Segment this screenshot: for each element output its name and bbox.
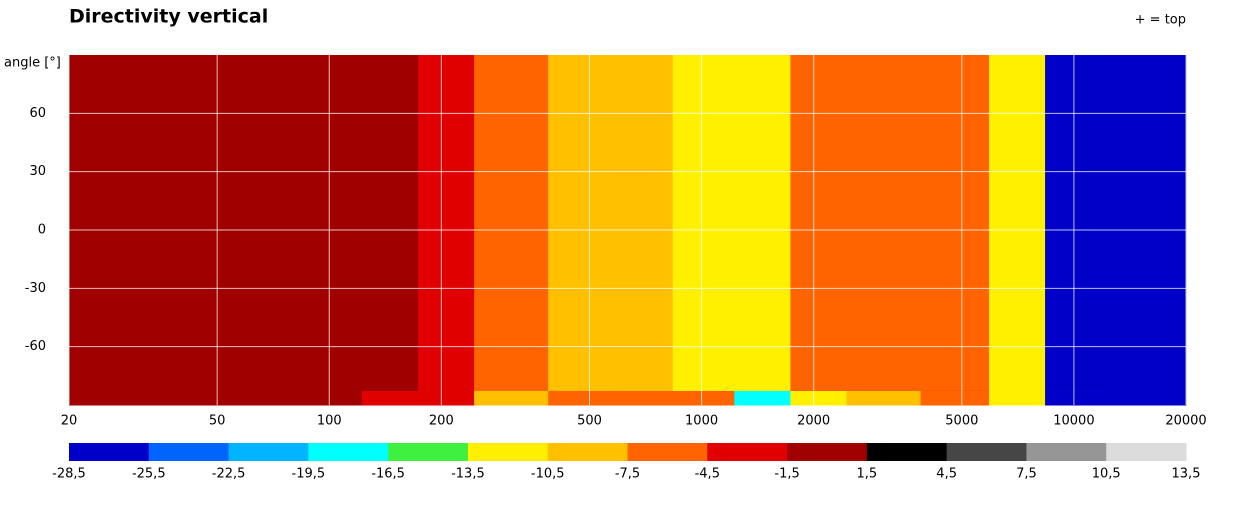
heat-cell [255, 55, 312, 391]
y-tick-label: 0 [38, 223, 46, 238]
x-tick-label: 2000 [797, 414, 830, 429]
heat-cell [734, 55, 791, 391]
heat-cell [362, 55, 419, 391]
colorbar-swatch [547, 443, 628, 461]
colorbar-swatch [627, 443, 708, 461]
colorbar-label: 7,5 [1016, 467, 1037, 482]
annotation: + = top [1135, 13, 1186, 28]
heat-cell [1162, 55, 1187, 391]
y-tick-label: -60 [25, 339, 46, 354]
x-tick-label: 100 [317, 414, 342, 429]
heat-cell [1045, 55, 1108, 391]
colorbar-label: 1,5 [857, 467, 878, 482]
x-tick-label: 50 [209, 414, 226, 429]
colorbar-label: -7,5 [615, 467, 640, 482]
colorbar-label: 13,5 [1172, 467, 1201, 482]
heat-cell [846, 55, 922, 391]
colorbar-label: -13,5 [451, 467, 485, 482]
x-tick-label: 200 [429, 414, 454, 429]
heat-cell [474, 55, 549, 391]
x-tick-label: 10000 [1053, 414, 1094, 429]
heat-cell [920, 55, 990, 391]
colorbar-swatch [308, 443, 389, 461]
colorbar-swatch [388, 443, 469, 461]
colorbar-swatch [148, 443, 230, 461]
heat-cell [101, 55, 177, 391]
heat-cell [672, 55, 735, 391]
colorbar-swatch [1026, 443, 1107, 461]
colorbar-swatch [1106, 443, 1187, 461]
colorbar-label: -10,5 [531, 467, 565, 482]
colorbar-swatch [946, 443, 1027, 461]
colorbar-swatch [866, 443, 948, 461]
heat-cell [616, 55, 674, 391]
colorbar-label: -1,5 [774, 467, 799, 482]
y-axis-label: angle [°] [4, 56, 61, 71]
colorbar-label: -28,5 [52, 467, 86, 482]
heat-cell [1106, 55, 1164, 391]
x-tick-label: 5000 [945, 414, 978, 429]
y-tick-label: 60 [29, 106, 46, 121]
chart-title: Directivity vertical [69, 6, 268, 28]
x-tick-label: 1000 [685, 414, 718, 429]
colorbar-swatch [707, 443, 788, 461]
axes: 60 30 0 -30 -60 20 50 100 200 500 1000 2000 5000 1000… [25, 55, 1207, 482]
heat-cell [548, 55, 618, 391]
colorbar-label: 4,5 [936, 467, 957, 482]
colorbar-label: -19,5 [292, 467, 326, 482]
colorbar-label: -16,5 [371, 467, 405, 482]
colorbar-swatch [69, 443, 150, 461]
heat-cell [989, 55, 1046, 391]
x-tick-label: 20 [61, 414, 78, 429]
y-tick-label: -30 [25, 281, 46, 296]
colorbar-label: -4,5 [695, 467, 720, 482]
heat-cell [175, 55, 256, 391]
colorbar-swatch [787, 443, 868, 461]
y-tick-label: 30 [29, 164, 46, 179]
heat-cell [69, 55, 103, 391]
x-tick-label: 20000 [1165, 414, 1206, 429]
heat-cell [790, 55, 847, 391]
colorbar-swatch [467, 443, 549, 461]
colorbar-label: -22,5 [212, 467, 246, 482]
x-tick-label: 500 [577, 414, 602, 429]
heat-cell [311, 55, 363, 391]
heat-cell [418, 55, 475, 391]
colorbar-label: -25,5 [132, 467, 166, 482]
colorbar-swatch [228, 443, 309, 461]
colorbar-label: 10,5 [1092, 467, 1121, 482]
